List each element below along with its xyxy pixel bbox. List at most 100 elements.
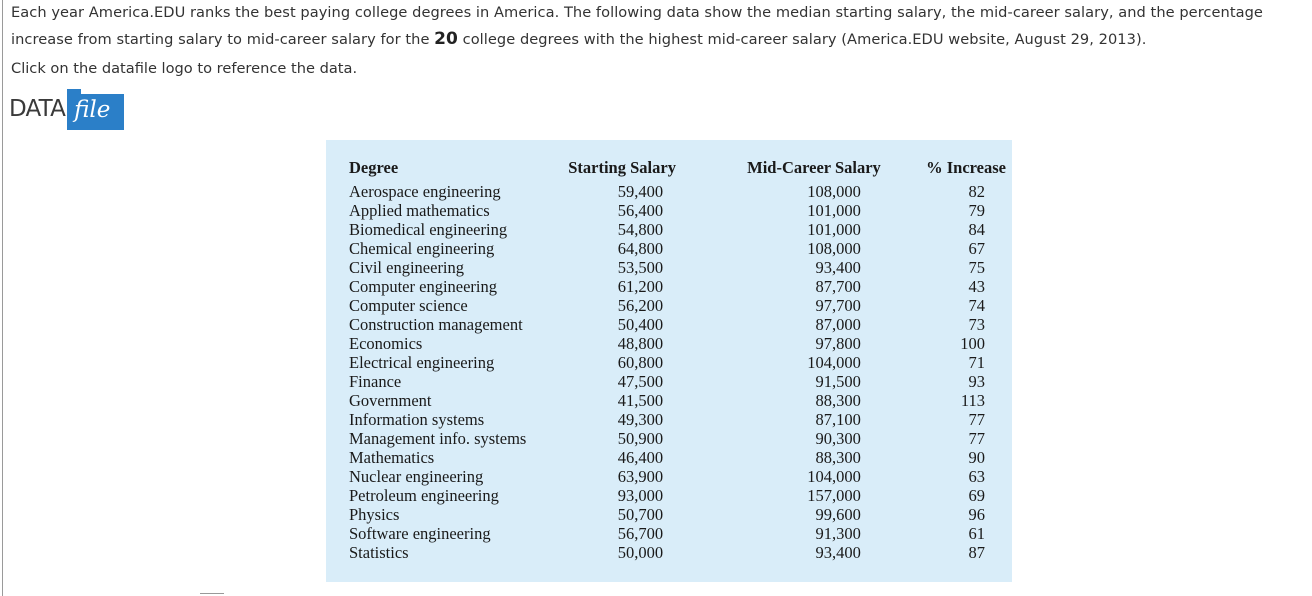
cell-degree: Software engineering (349, 523, 491, 543)
table-row: Aerospace engineering 59,400 108,000 82 (349, 182, 1012, 201)
cell-degree: Computer science (349, 295, 468, 315)
table-row: Information systems 49,300 87,100 77 (349, 410, 1012, 429)
cell-degree: Construction management (349, 314, 523, 334)
cell-degree: Management info. systems (349, 428, 527, 448)
header-mid-career-salary: Mid-Career Salary (747, 158, 881, 177)
table-row: Computer engineering 61,200 87,700 43 (349, 277, 1012, 296)
cell-starting-salary: 64,800 (617, 238, 664, 258)
file-folder-icon: file (67, 89, 125, 130)
cell-degree: Statistics (349, 542, 409, 562)
cell-percent-increase: 77 (968, 428, 986, 448)
cell-degree: Information systems (349, 409, 485, 429)
cell-mid-career-salary: 104,000 (807, 466, 861, 486)
cell-percent-increase: 82 (968, 181, 986, 201)
header-starting-salary: Starting Salary (568, 158, 676, 177)
cell-mid-career-salary: 157,000 (807, 485, 861, 505)
datafile-logo-tag: file (74, 97, 111, 123)
cell-degree: Aerospace engineering (349, 181, 501, 201)
cell-mid-career-salary: 87,000 (815, 314, 861, 334)
cell-degree: Mathematics (349, 447, 435, 467)
cell-degree: Physics (349, 504, 400, 524)
table-row: Electrical engineering 60,800 104,000 71 (349, 353, 1012, 372)
cell-starting-salary: 48,800 (617, 333, 664, 353)
cell-mid-career-salary: 104,000 (807, 352, 861, 372)
cell-percent-increase: 43 (968, 276, 986, 296)
table-row: Construction management 50,400 87,000 73 (349, 315, 1012, 334)
cell-percent-increase: 67 (968, 238, 986, 258)
cell-starting-salary: 53,500 (617, 257, 664, 277)
cell-mid-career-salary: 87,700 (815, 276, 861, 296)
header-degree: Degree (349, 158, 399, 177)
cell-degree: Petroleum engineering (349, 485, 499, 505)
cell-mid-career-salary: 91,500 (815, 371, 861, 391)
cell-mid-career-salary: 108,000 (807, 238, 861, 258)
table-row: Physics 50,700 99,600 96 (349, 505, 1012, 524)
cell-degree: Biomedical engineering (349, 219, 508, 239)
cell-percent-increase: 69 (968, 485, 986, 505)
cell-mid-career-salary: 90,300 (815, 428, 861, 448)
table-row: Nuclear engineering 63,900 104,000 63 (349, 467, 1012, 486)
cell-starting-salary: 93,000 (617, 485, 664, 505)
cell-degree: Computer engineering (349, 276, 498, 296)
cell-percent-increase: 63 (968, 466, 986, 486)
cell-starting-salary: 63,900 (617, 466, 664, 486)
cell-starting-salary: 49,300 (617, 409, 664, 429)
cell-starting-salary: 50,000 (617, 542, 664, 562)
cell-starting-salary: 47,500 (617, 371, 664, 391)
cell-degree: Government (349, 390, 432, 410)
cell-degree: Chemical engineering (349, 238, 495, 258)
cell-starting-salary: 50,400 (617, 314, 664, 334)
cell-mid-career-salary: 97,800 (815, 333, 861, 353)
salary-data-panel: Degree Starting Salary Mid-Career Salary… (326, 140, 1012, 582)
cell-mid-career-salary: 97,700 (815, 295, 861, 315)
table-row: Finance 47,500 91,500 93 (349, 372, 1012, 391)
cell-starting-salary: 46,400 (617, 447, 664, 467)
table-header-row: Degree Starting Salary Mid-Career Salary… (349, 158, 1012, 182)
cell-percent-increase: 77 (968, 409, 986, 429)
partial-marking (200, 593, 224, 594)
table-row: Government 41,500 88,300 113 (349, 391, 1012, 410)
cell-starting-salary: 41,500 (617, 390, 664, 410)
intro-text-part2: college degrees with the highest mid-car… (457, 31, 1147, 48)
cell-degree: Electrical engineering (349, 352, 495, 372)
cell-degree: Applied mathematics (349, 200, 490, 220)
cell-starting-salary: 59,400 (617, 181, 664, 201)
table-row: Statistics 50,000 93,400 87 (349, 543, 1012, 562)
left-border-line (2, 0, 3, 596)
cell-percent-increase: 87 (968, 542, 986, 562)
cell-percent-increase: 61 (968, 523, 986, 543)
cell-mid-career-salary: 93,400 (815, 542, 861, 562)
cell-starting-salary: 56,700 (617, 523, 664, 543)
table-row: Management info. systems 50,900 90,300 77 (349, 429, 1012, 448)
intro-text-part1: Each year America.EDU ranks the best pay… (11, 4, 1263, 48)
table-row: Chemical engineering 64,800 108,000 67 (349, 239, 1012, 258)
cell-degree: Civil engineering (349, 257, 465, 277)
cell-percent-increase: 79 (968, 200, 986, 220)
cell-degree: Economics (349, 333, 423, 353)
table-row: Biomedical engineering 54,800 101,000 84 (349, 220, 1012, 239)
cell-mid-career-salary: 93,400 (815, 257, 861, 277)
cell-mid-career-salary: 108,000 (807, 181, 861, 201)
table-row: Computer science 56,200 97,700 74 (349, 296, 1012, 315)
header-percent-increase: % Increase (926, 158, 1006, 177)
cell-percent-increase: 93 (968, 371, 986, 391)
cell-mid-career-salary: 88,300 (815, 447, 861, 467)
cell-starting-salary: 56,400 (617, 200, 664, 220)
table-row: Economics 48,800 97,800 100 (349, 334, 1012, 353)
cell-starting-salary: 50,700 (617, 504, 664, 524)
cell-percent-increase: 90 (968, 447, 986, 467)
table-row: Petroleum engineering 93,000 157,000 69 (349, 486, 1012, 505)
cell-percent-increase: 113 (960, 390, 985, 410)
cell-degree: Finance (349, 371, 402, 391)
cell-percent-increase: 74 (968, 295, 986, 315)
cell-percent-increase: 71 (968, 352, 986, 372)
datafile-logo[interactable]: DATA file (9, 89, 125, 130)
cell-starting-salary: 54,800 (617, 219, 664, 239)
cell-percent-increase: 100 (960, 333, 985, 353)
cell-percent-increase: 73 (968, 314, 986, 334)
problem-intro: Each year America.EDU ranks the best pay… (11, 0, 1306, 53)
table-row: Civil engineering 53,500 93,400 75 (349, 258, 1012, 277)
cell-mid-career-salary: 101,000 (807, 200, 861, 220)
cell-mid-career-salary: 88,300 (815, 390, 861, 410)
cell-starting-salary: 61,200 (617, 276, 664, 296)
